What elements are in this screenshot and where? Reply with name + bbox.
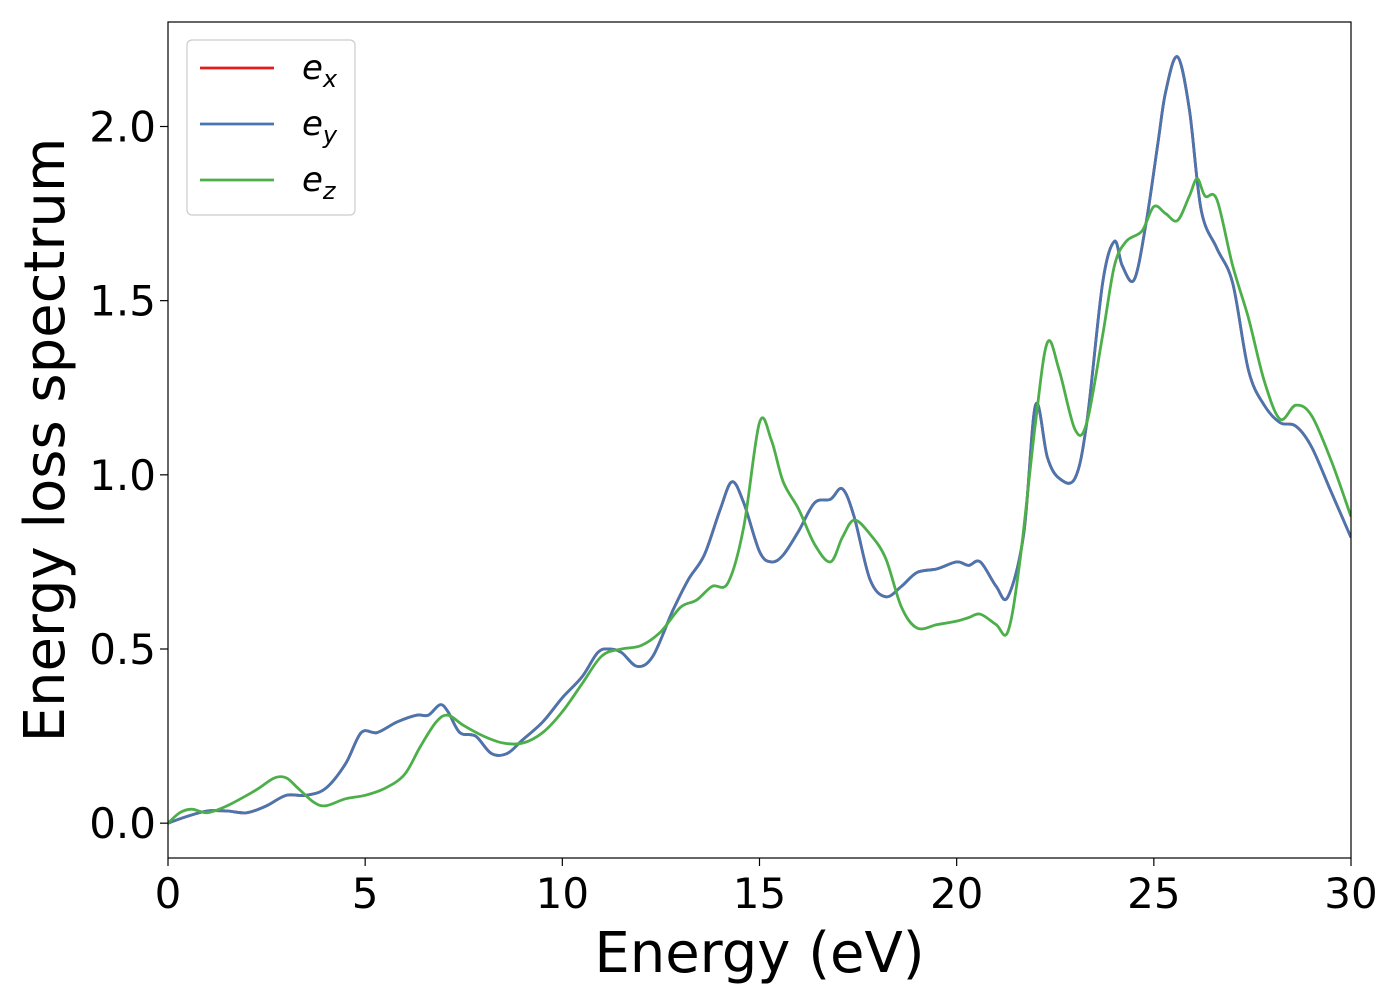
legend-label-z: ez — [302, 160, 337, 205]
y-tick-label: 0.0 — [89, 799, 156, 848]
x-tick-label: 20 — [930, 869, 983, 918]
series-layer — [168, 55, 1351, 825]
y-tick-label: 2.0 — [89, 103, 156, 152]
x-tick-label: 30 — [1324, 869, 1377, 918]
y-tick-label: 1.0 — [89, 451, 156, 500]
y-tick-label: 0.5 — [89, 625, 156, 674]
legend: ex ey ez — [186, 39, 356, 216]
x-axis-title: Energy (eV) — [594, 921, 924, 986]
series-line-y — [168, 55, 1351, 825]
x-tick-label: 10 — [536, 869, 589, 918]
y-axis-ticks: 0.0 0.5 1.0 1.5 2.0 — [89, 103, 168, 848]
series-line-z — [168, 177, 1351, 825]
x-axis-ticks: 0 5 10 15 20 25 30 — [155, 858, 1378, 918]
x-tick-label: 5 — [352, 869, 379, 918]
x-tick-label: 25 — [1127, 869, 1180, 918]
x-tick-label: 15 — [733, 869, 786, 918]
legend-label-y: ey — [302, 104, 338, 149]
y-tick-label: 1.5 — [89, 277, 156, 326]
legend-label-x: ex — [302, 48, 338, 93]
legend-box — [186, 39, 356, 216]
x-tick-label: 0 — [155, 869, 182, 918]
y-axis-title: Energy loss spectrum — [13, 138, 78, 743]
